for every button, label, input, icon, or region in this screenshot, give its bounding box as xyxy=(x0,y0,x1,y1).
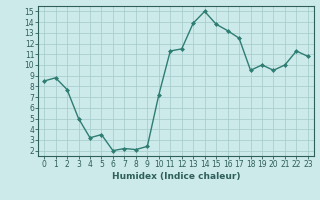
X-axis label: Humidex (Indice chaleur): Humidex (Indice chaleur) xyxy=(112,172,240,181)
